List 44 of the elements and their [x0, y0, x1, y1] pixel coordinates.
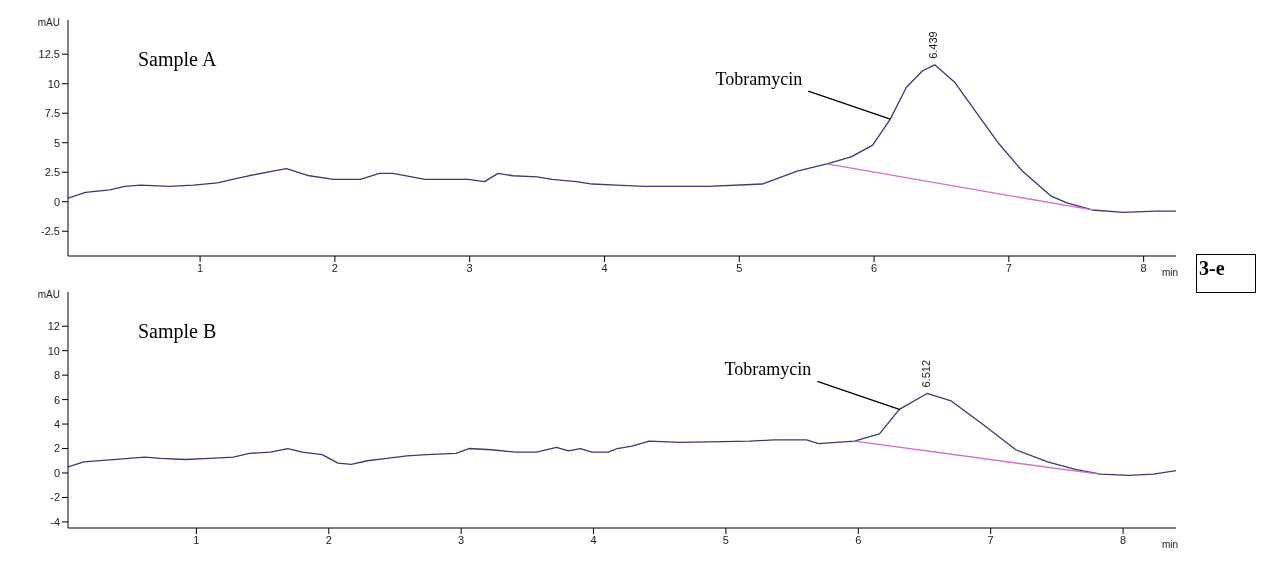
- y-tick-label: 12: [47, 320, 60, 333]
- x-tick-label: 3: [466, 261, 473, 274]
- y-tick-label: 0: [53, 466, 60, 479]
- x-tick-label: 1: [197, 261, 204, 274]
- x-tick-label: 8: [1140, 261, 1147, 274]
- x-tick-label: 7: [1005, 261, 1012, 274]
- x-tick-label: 4: [590, 533, 597, 546]
- x-tick-label: 4: [601, 261, 608, 274]
- x-tick-label: 5: [736, 261, 743, 274]
- y-axis-title: mAU: [37, 289, 60, 300]
- x-tick-label: 3: [458, 533, 465, 546]
- y-tick-label: 2.5: [44, 166, 60, 179]
- x-axis-title: min: [1161, 267, 1178, 278]
- y-tick-label: 10: [47, 344, 60, 357]
- x-tick-label: 6: [855, 533, 862, 546]
- y-tick-label: 10: [47, 77, 60, 90]
- annotation: Tobramycin: [715, 69, 803, 90]
- y-tick-label: 7.5: [44, 107, 60, 120]
- annotation: Tobramycin: [724, 359, 812, 380]
- line-series: [68, 392, 1176, 477]
- y-tick-label: 5: [53, 136, 60, 149]
- x-tick-label: 2: [331, 261, 338, 274]
- x-tick-label: 7: [987, 533, 994, 546]
- y-axis-title: mAU: [37, 17, 60, 28]
- text: 3-e: [1196, 254, 1256, 293]
- y-tick-label: 2: [53, 442, 60, 455]
- x-tick-label: 8: [1119, 533, 1127, 546]
- y-tick-label: 8: [53, 369, 60, 382]
- x-tick-label: 5: [722, 533, 729, 546]
- y-tick-label: -4: [50, 515, 60, 528]
- x-tick-label: 6: [871, 261, 878, 274]
- x-axis-title: min: [1161, 539, 1178, 550]
- y-tick-label: 12.5: [38, 48, 60, 61]
- y-tick-label: 6: [53, 393, 60, 406]
- y-tick-label: -2.5: [41, 225, 60, 238]
- x-tick-label: 2: [325, 533, 332, 546]
- y-tick-label: -2: [50, 491, 60, 504]
- annotation: 6.512: [920, 359, 933, 388]
- y-tick-label: 0: [53, 195, 60, 208]
- y-tick-label: 4: [53, 417, 60, 430]
- annotation: 6.439: [927, 31, 940, 59]
- annotation: Sample A: [138, 48, 217, 71]
- x-tick-label: 1: [193, 533, 200, 546]
- annotation: Sample B: [138, 320, 217, 343]
